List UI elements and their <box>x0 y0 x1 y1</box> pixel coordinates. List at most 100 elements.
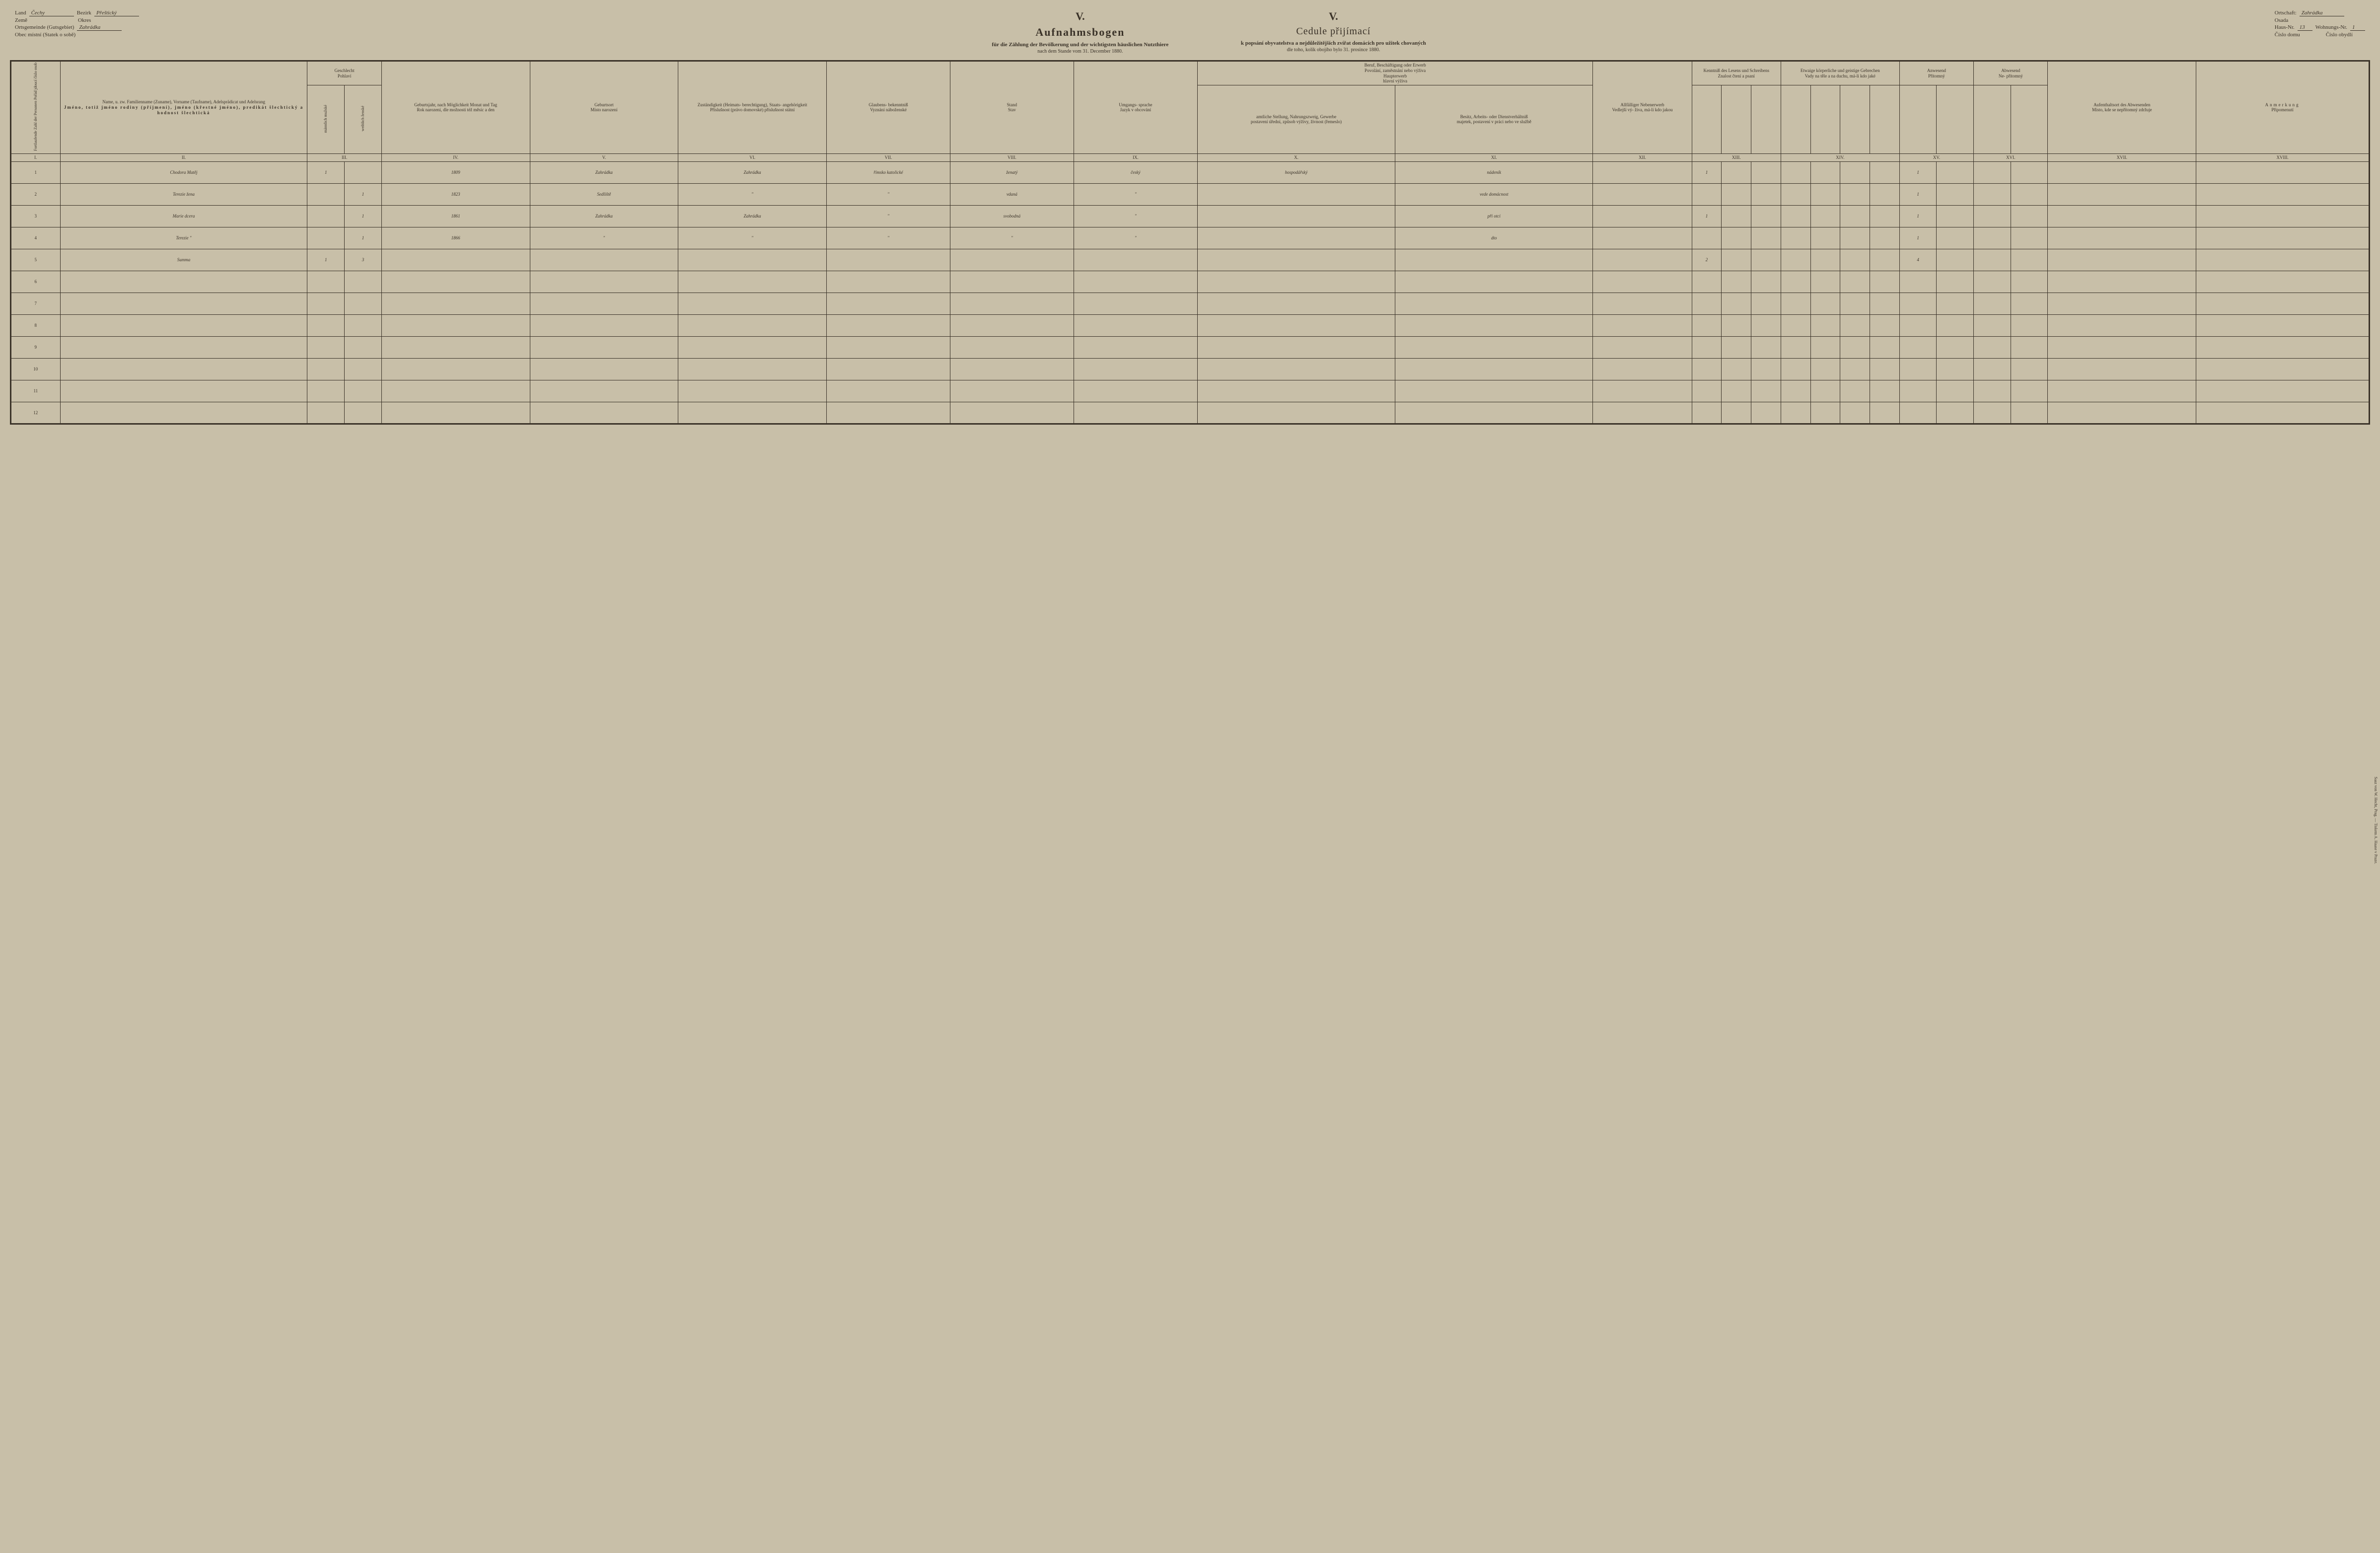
wohn-label-cz: Číslo obydlí <box>2326 32 2353 38</box>
cell-g4 <box>1870 271 1900 293</box>
cell-rel: " <box>827 183 950 205</box>
cell-a1 <box>1974 271 2011 293</box>
cell-stand: vdaná <box>950 183 1074 205</box>
cell-p1 <box>1899 358 1937 380</box>
cell-stand: " <box>950 227 1074 249</box>
cell-rel: " <box>827 227 950 249</box>
cell-lang: český <box>1074 161 1197 183</box>
cell-r3 <box>1751 293 1781 314</box>
cell-r2 <box>1722 161 1751 183</box>
cell-note <box>2196 358 2370 380</box>
cell-g4 <box>1870 205 1900 227</box>
cell-name <box>60 293 307 314</box>
cell-lang <box>1074 380 1197 402</box>
cell-occ <box>1197 380 1395 402</box>
cell-a2 <box>2011 205 2048 227</box>
cell-r1 <box>1692 271 1722 293</box>
cell-g1 <box>1781 271 1810 293</box>
cell-g3 <box>1840 183 1870 205</box>
cell-zust <box>678 380 827 402</box>
cell-note <box>2196 205 2370 227</box>
ortschaft-label-cz: Osada <box>2275 17 2289 23</box>
rn8: VIII. <box>950 153 1074 161</box>
cell-note <box>2196 271 2370 293</box>
rn14: XIV. <box>1781 153 1899 161</box>
cell-name <box>60 336 307 358</box>
cell-g4 <box>1870 336 1900 358</box>
cell-g3 <box>1840 336 1870 358</box>
cell-rel <box>827 249 950 271</box>
cell-loc <box>2048 249 2196 271</box>
cell-lang <box>1074 293 1197 314</box>
rn10: X. <box>1197 153 1395 161</box>
cell-r3 <box>1751 183 1781 205</box>
cell-g1 <box>1781 227 1810 249</box>
cell-neben <box>1593 380 1692 402</box>
cell-zust <box>678 314 827 336</box>
cell-born <box>530 336 678 358</box>
cell-g2 <box>1810 314 1840 336</box>
cell-female <box>345 336 382 358</box>
cell-a2 <box>2011 293 2048 314</box>
cell-a2 <box>2011 271 2048 293</box>
cell-a1 <box>1974 161 2011 183</box>
cell-rownum: 1 <box>11 161 61 183</box>
cell-year: 1861 <box>381 205 530 227</box>
table-row: 12 <box>11 402 2370 424</box>
cell-male <box>307 271 345 293</box>
cell-born: Zahrádka <box>530 205 678 227</box>
cell-rel <box>827 380 950 402</box>
cell-zust <box>678 402 827 424</box>
cell-r3 <box>1751 271 1781 293</box>
cell-a2 <box>2011 358 2048 380</box>
cell-neben <box>1593 249 1692 271</box>
cell-note <box>2196 161 2370 183</box>
cell-r2 <box>1722 205 1751 227</box>
bezirk-value: Přeštický <box>94 10 139 16</box>
cell-zust: Zahrádka <box>678 161 827 183</box>
cell-g4 <box>1870 161 1900 183</box>
cell-r3 <box>1751 227 1781 249</box>
cell-r2 <box>1722 380 1751 402</box>
col2-cz: Jméno, totiž jméno rodiny (příjmení), jm… <box>61 105 307 116</box>
cell-r1 <box>1692 380 1722 402</box>
cell-occ <box>1197 402 1395 424</box>
cell-rel <box>827 293 950 314</box>
cell-rel <box>827 336 950 358</box>
cell-a2 <box>2011 314 2048 336</box>
cell-r1 <box>1692 402 1722 424</box>
col7-label: Glaubens- bekenntniß Vyznání náboženské <box>827 61 950 154</box>
col13-label: Kenntniß des Lesens und Schreibens Znalo… <box>1692 61 1781 85</box>
cell-loc <box>2048 380 2196 402</box>
haus-value: 13 <box>2298 24 2312 31</box>
cell-loc <box>2048 183 2196 205</box>
col2-de: Name, u. zw. Familienname (Zuname), Vorn… <box>61 99 307 105</box>
cell-p2 <box>1937 205 1974 227</box>
header-center: V. Aufnahmsbogen für die Zählung der Bev… <box>139 10 2275 55</box>
cell-occ: hospodářský <box>1197 161 1395 183</box>
col11: Besitz, Arbeits- oder Dienstverhältniß m… <box>1395 85 1593 154</box>
table-row: 6 <box>11 271 2370 293</box>
cell-p1: 1 <box>1899 205 1937 227</box>
col3a: männlich mužské <box>324 105 328 133</box>
cell-zust <box>678 293 827 314</box>
rn17: XVII. <box>2048 153 2196 161</box>
cell-male <box>307 227 345 249</box>
cell-r1 <box>1692 293 1722 314</box>
census-table: Fortlaufende Zahl der Personen Pořád jdo… <box>10 60 2370 425</box>
cell-born: Zahrádka <box>530 161 678 183</box>
cell-neben <box>1593 314 1692 336</box>
cell-loc <box>2048 358 2196 380</box>
cell-g4 <box>1870 380 1900 402</box>
wohn-label-de: Wohnungs-Nr. <box>2315 24 2347 31</box>
cell-pos <box>1395 293 1593 314</box>
cell-g1 <box>1781 314 1810 336</box>
col9-label: Umgangs- sprache Jazyk v obcování <box>1074 61 1197 154</box>
cell-r2 <box>1722 402 1751 424</box>
cell-zust <box>678 271 827 293</box>
cell-rownum: 3 <box>11 205 61 227</box>
cell-name <box>60 402 307 424</box>
cell-born: " <box>530 227 678 249</box>
cell-year: 1866 <box>381 227 530 249</box>
cell-female: 3 <box>345 249 382 271</box>
